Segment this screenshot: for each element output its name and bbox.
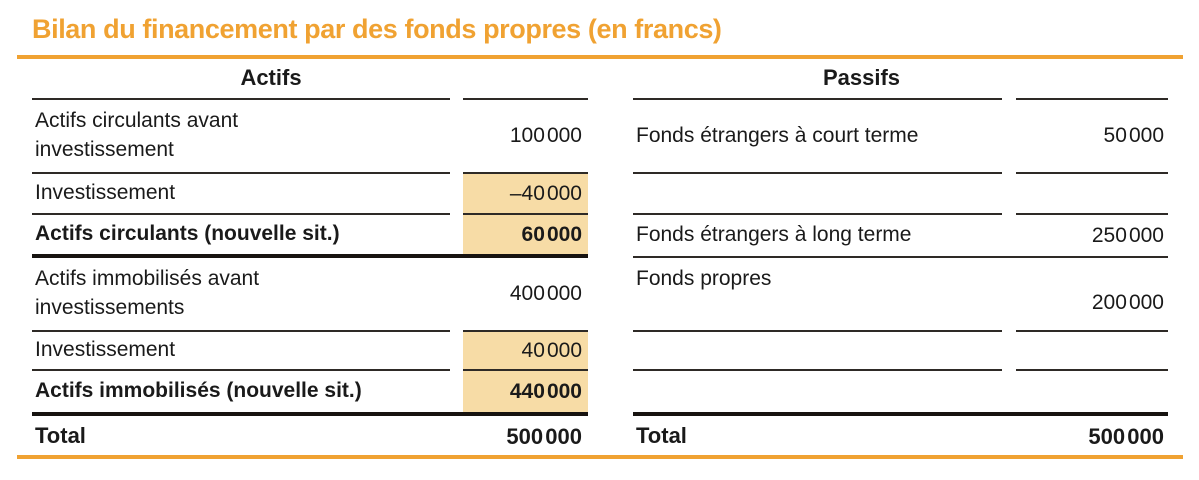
column-gap: [1002, 174, 1016, 215]
column-gap: [450, 100, 463, 174]
total-value: 500 000: [1088, 423, 1164, 449]
column-gap: [1002, 371, 1016, 412]
empty-row: [633, 332, 1168, 371]
table-row: Fonds étrangers à long terme 250 000: [633, 215, 1168, 258]
row-label: [633, 371, 1002, 412]
column-gap: [1002, 100, 1016, 174]
row-value: 50 000: [1016, 100, 1168, 174]
header-underline-label: [633, 62, 1002, 100]
row-label: Actifs circulants (nouvelle sit.): [35, 222, 340, 246]
row-label: Fonds étrangers à court terme: [633, 100, 1002, 174]
column-header-passifs: Passifs: [822, 65, 901, 90]
actifs-table: Actifs Actifs circulants avant investiss…: [32, 62, 588, 457]
row-value: [1016, 332, 1168, 371]
table-header-row: Actifs: [32, 62, 588, 100]
row-value: 250 000: [1091, 223, 1164, 247]
header-underline-label: [32, 62, 450, 100]
table-row: Actifs circulants avant investissement 1…: [32, 100, 588, 174]
subtotal-row: Actifs circulants (nouvelle sit.) 60 000: [32, 215, 588, 258]
row-value: 200 000: [1016, 258, 1168, 332]
column-header-actifs: Actifs: [240, 65, 302, 90]
bottom-orange-rule: [17, 455, 1183, 459]
top-orange-rule: [17, 55, 1183, 59]
row-value: 400 000: [463, 258, 588, 332]
header-underline-value: [463, 62, 588, 100]
table-row: Investissement 40 000: [32, 332, 588, 371]
row-label: Investissement: [32, 174, 450, 215]
page-title: Bilan du financement par des fonds propr…: [32, 14, 722, 44]
column-gap: [450, 371, 463, 412]
column-gap: [450, 258, 463, 332]
row-label: [633, 332, 1002, 371]
empty-row: [633, 371, 1168, 416]
row-value: [1016, 371, 1168, 412]
total-label: Total: [35, 423, 86, 449]
table-row: Fonds étrangers à court terme 50 000: [633, 100, 1168, 174]
table-row: Actifs immobilisés avant investissements…: [32, 258, 588, 332]
row-label: [633, 174, 1002, 215]
row-label: Investissement: [32, 332, 450, 371]
row-value: [1016, 174, 1168, 215]
subtotal-row: Actifs immobilisés (nouvelle sit.) 440 0…: [32, 371, 588, 416]
column-gap: [450, 332, 463, 371]
column-gap: [450, 215, 463, 254]
total-row: Total 500 000: [633, 416, 1168, 457]
passifs-table: Passifs Fonds étrangers à court terme 50…: [633, 62, 1168, 457]
row-label: Actifs circulants avant investissement: [32, 100, 450, 174]
empty-row: [633, 174, 1168, 215]
row-label: Fonds étrangers à long terme: [636, 223, 912, 247]
column-gap: [450, 174, 463, 215]
row-value-highlighted: 40 000: [463, 332, 588, 371]
column-gap: [1002, 215, 1016, 256]
row-label: Actifs immobilisés avant investissements: [32, 258, 450, 332]
total-label: Total: [636, 423, 687, 449]
table-row: Fonds propres 200 000: [633, 258, 1168, 332]
table-row: Investissement –40 000: [32, 174, 588, 215]
total-row: Total 500 000: [32, 416, 588, 457]
table-header-row: Passifs: [633, 62, 1168, 100]
row-label: Actifs immobilisés (nouvelle sit.): [35, 379, 362, 403]
column-gap: [1002, 416, 1016, 457]
column-gap: [450, 416, 463, 457]
total-value: 500 000: [506, 423, 582, 449]
row-value: 100 000: [463, 100, 588, 174]
row-value-highlighted: –40 000: [463, 174, 588, 215]
row-value-highlighted: 440 000: [463, 371, 588, 412]
row-label: Fonds propres: [633, 258, 1002, 332]
column-gap: [1002, 332, 1016, 371]
header-underline-value: [1016, 62, 1168, 100]
column-gap: [1002, 258, 1016, 332]
row-value-highlighted: 60 000: [463, 215, 588, 254]
